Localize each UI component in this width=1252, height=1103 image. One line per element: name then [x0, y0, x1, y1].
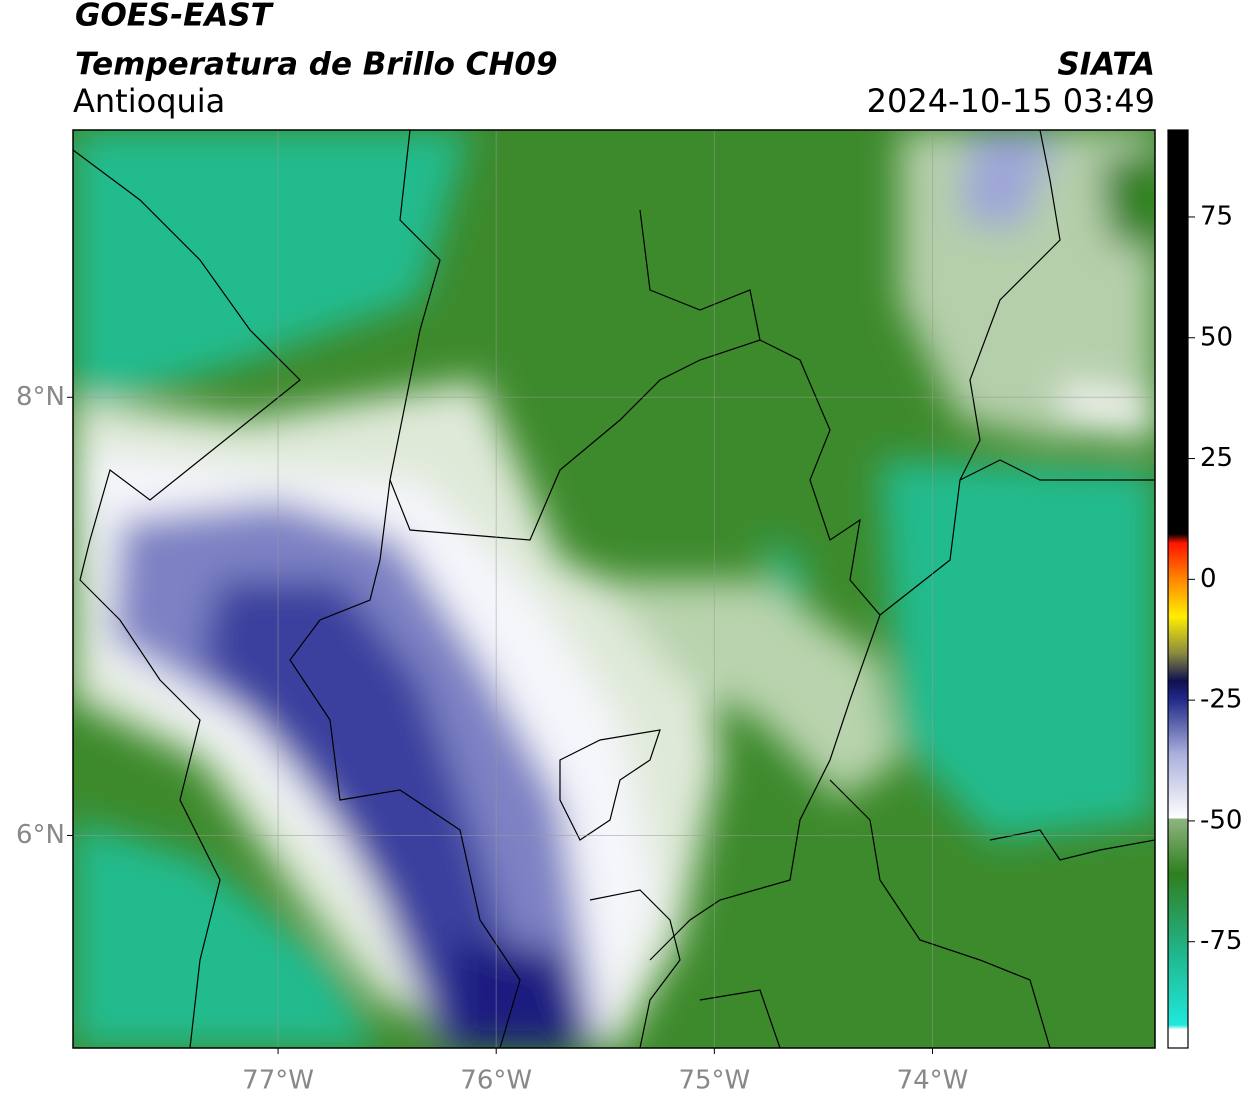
map-frame	[72, 129, 1156, 1049]
region: Antioquia	[73, 82, 225, 120]
title: GOES-EAST	[75, 0, 275, 34]
colorbar-tick-label: -50	[1200, 805, 1242, 835]
y-tick-label: 8°N	[16, 382, 65, 412]
subtitle: Temperatura de Brillo CH09	[75, 47, 558, 83]
colorbar-tick-label: 50	[1200, 322, 1233, 352]
datetime: 2024-10-15 03:49	[867, 82, 1155, 120]
colorbar	[1167, 129, 1189, 1049]
x-tick-label: 74°W	[897, 1066, 969, 1096]
colorbar-tick-label: 25	[1200, 443, 1233, 473]
colorbar-tick-label: -75	[1200, 926, 1242, 956]
source: SIATA	[1057, 47, 1155, 83]
colorbar-tick-label: 75	[1200, 201, 1233, 231]
x-tick-label: 75°W	[678, 1066, 750, 1096]
grid	[73, 130, 1155, 1048]
satellite-image	[73, 130, 1155, 1048]
x-tick-label: 77°W	[242, 1066, 314, 1096]
x-tick-label: 76°W	[460, 1066, 532, 1096]
colorbar-tick-label: 0	[1200, 564, 1217, 594]
y-tick-label: 6°N	[16, 820, 65, 850]
colorbar-tick-label: -25	[1200, 685, 1242, 715]
